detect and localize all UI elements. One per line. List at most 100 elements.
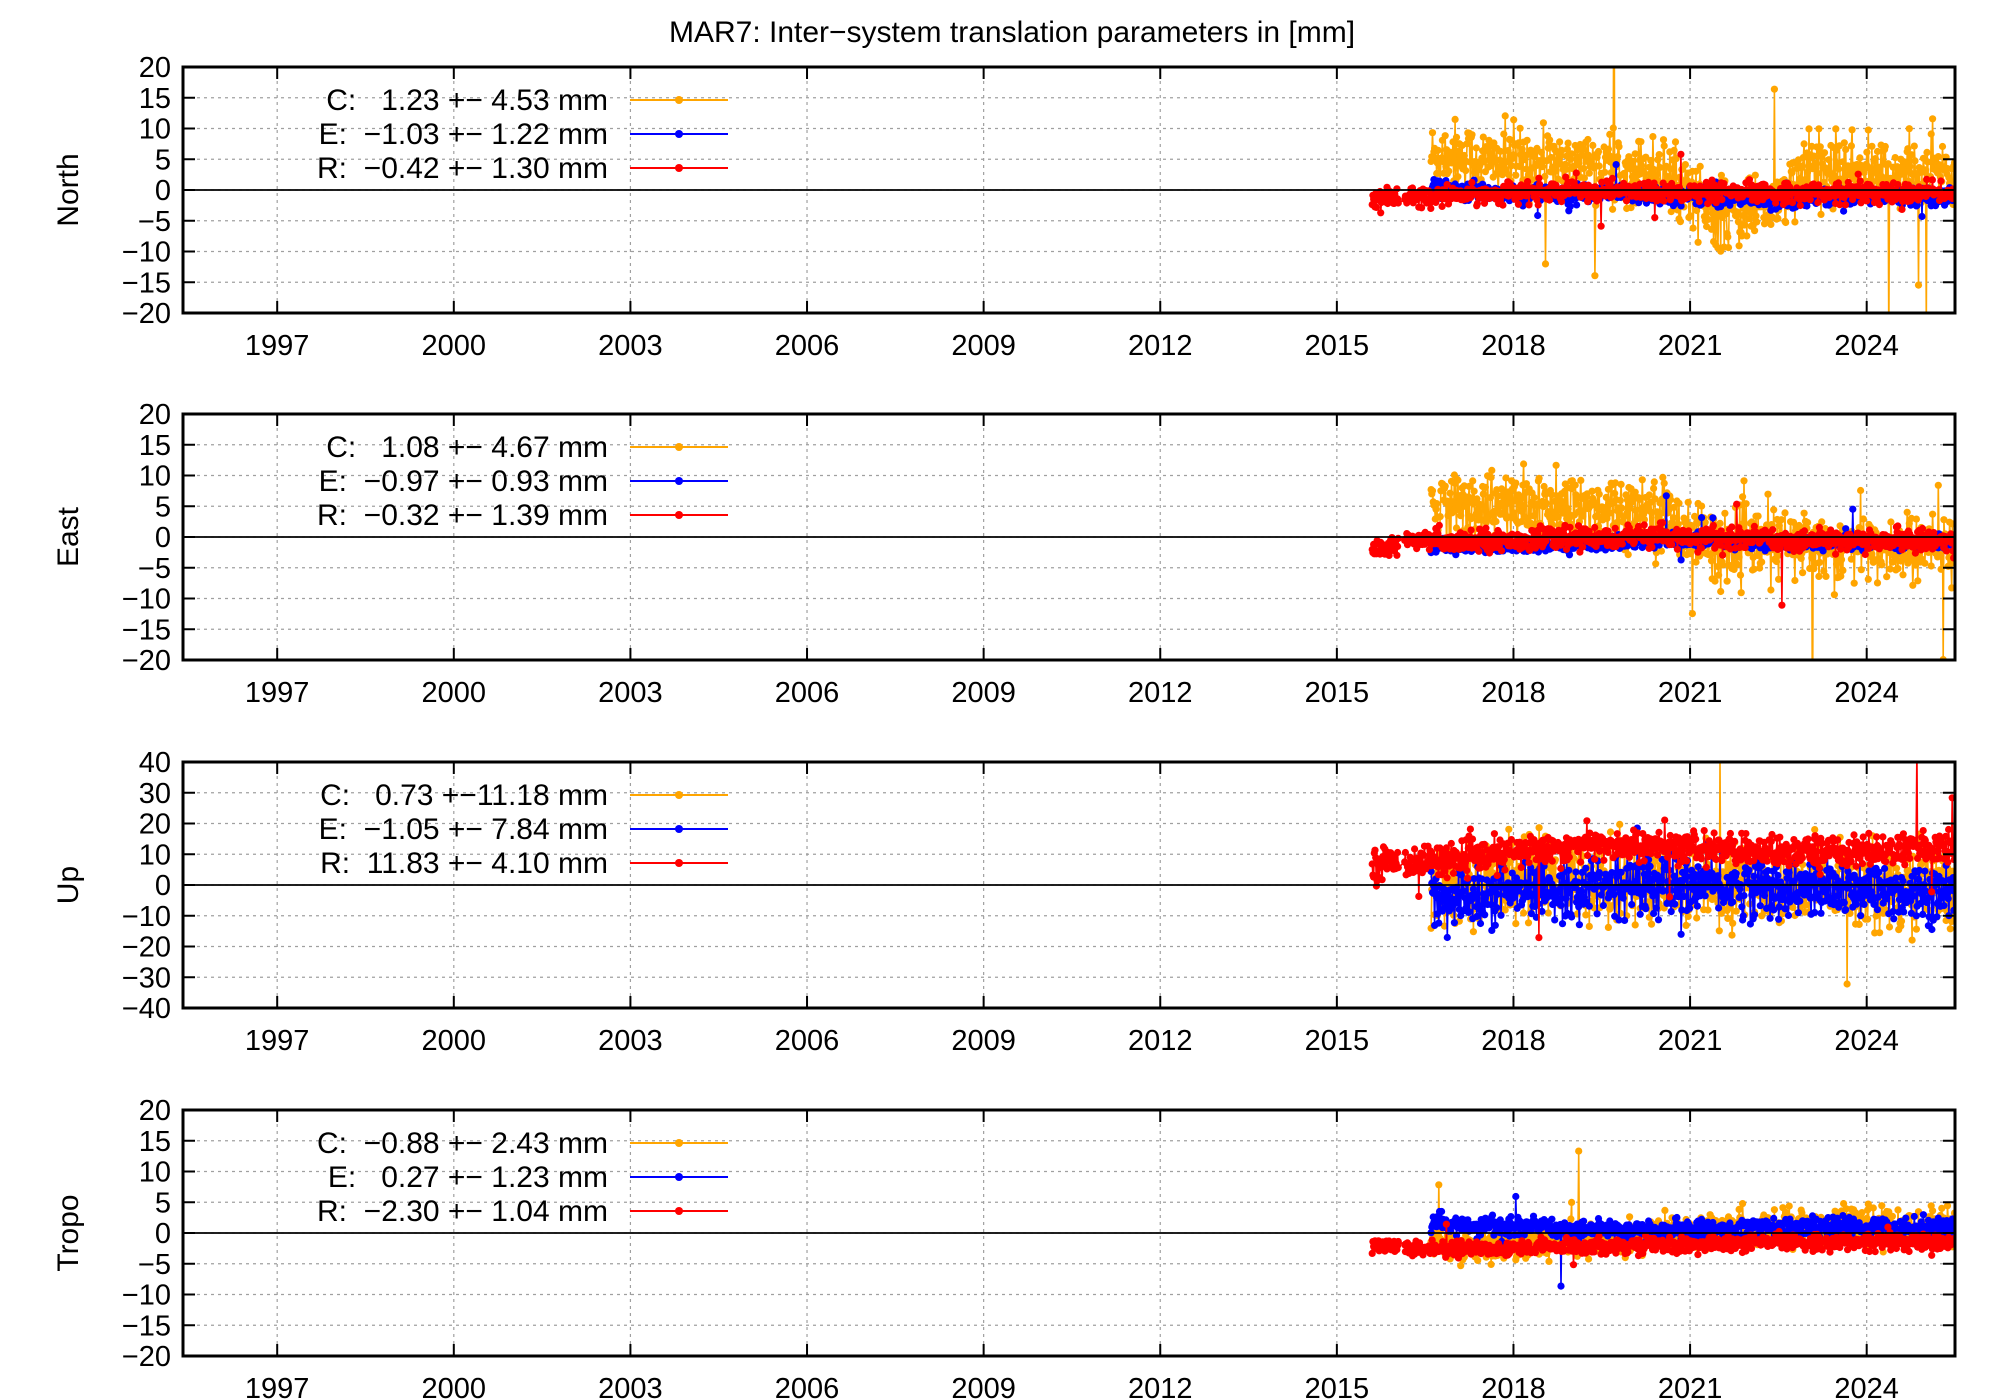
data-point-C [1825,156,1833,164]
data-point-E [1849,505,1857,513]
data-point-C [1664,173,1672,181]
data-point-C [1595,162,1603,170]
data-point-R [1744,529,1752,537]
data-point-C [1505,171,1513,179]
data-point-R [1377,209,1385,217]
data-point-C [1609,205,1617,213]
data-point-C [1782,218,1790,227]
data-point-R [1660,197,1668,205]
data-point-R [1719,551,1727,559]
data-point-C [1811,159,1819,168]
data-point-R [1634,522,1643,531]
data-point-C [1899,571,1907,579]
data-point-R [1856,177,1864,185]
data-point-C [1929,510,1937,518]
data-point-C [1910,142,1918,150]
data-point-E [1662,492,1670,500]
data-point-C [1660,142,1668,150]
data-point-C [1799,162,1807,170]
data-point-C [1447,878,1456,886]
data-point-C [1563,145,1571,153]
data-point-C [1857,486,1865,495]
data-point-C [1435,169,1443,177]
y-tick-label: 20 [139,52,171,84]
data-point-E [1573,201,1581,209]
data-point-C [1476,501,1485,509]
data-point-C [1530,153,1538,161]
data-point-C [1575,159,1583,167]
legend-label-R: R: −0.42 +− 1.30 mm [317,152,608,185]
data-point-C [1510,116,1518,124]
data-point-C [1758,558,1766,566]
data-point-C [1650,484,1658,492]
data-point-C [1886,565,1894,573]
data-point-C [1671,138,1680,146]
chart-title: MAR7: Inter−system translation parameter… [669,16,1355,49]
data-point-R [1606,181,1614,189]
data-point-C [1480,158,1488,166]
data-point-E [1842,525,1850,533]
data-point-C [1693,206,1701,215]
data-point-C [1767,586,1775,594]
y-tick-label: 15 [139,430,171,462]
data-point-C [1492,517,1500,526]
data-point-R [1497,547,1506,555]
data-point-E [1612,161,1620,169]
data-point-C [1735,242,1743,250]
data-point-C [1816,143,1824,151]
data-point-C [1842,145,1850,154]
data-point-C [1799,569,1807,577]
data-point-R [1918,524,1927,533]
data-point-C [1556,138,1564,146]
y-axis-label: North [52,153,85,226]
data-point-C [1516,124,1524,132]
data-point-C [1743,232,1751,240]
data-point-C [1864,126,1872,134]
data-point-C [1594,147,1603,156]
data-point-C [1446,148,1454,156]
data-point-C [1653,508,1661,516]
data-point-R [1525,201,1533,209]
series-group [1368,762,1955,988]
y-tick-label: 5 [155,491,171,523]
y-tick-label: −15 [122,614,171,646]
data-point-C [1620,169,1628,178]
data-point-R [1579,543,1587,551]
data-point-R [1508,530,1516,538]
data-point-R [1591,523,1599,532]
data-point-C [1830,591,1838,599]
data-point-R [1894,181,1902,189]
data-point-C [1817,210,1825,218]
data-point-R [1937,177,1945,185]
data-point-C [1809,744,1816,751]
data-point-R [1611,524,1619,532]
data-point-C [1693,519,1701,527]
data-point-R [1427,204,1435,212]
data-point-R [1854,170,1862,178]
data-point-C [1487,473,1495,481]
data-point-C [1606,509,1614,517]
data-point-C [1666,165,1675,173]
data-point-C [1573,500,1581,508]
data-point-C [1657,547,1665,555]
data-point-C [1751,171,1759,179]
data-point-R [1557,539,1566,548]
data-point-C [1548,491,1556,499]
data-point-R [1712,199,1720,207]
data-point-C [1859,515,1867,523]
data-point-C [1715,571,1723,579]
x-tick-label: 2006 [775,677,840,709]
data-point-C [1609,124,1617,132]
data-point-C [1520,501,1528,510]
data-point-C [1468,131,1476,139]
data-point-C [1645,491,1653,499]
data-point-C [1433,500,1441,508]
data-point-C [1684,498,1692,506]
data-point-R [1720,180,1728,188]
y-tick-label: 10 [139,114,171,146]
data-point-C [1839,158,1847,166]
data-point-C [1647,156,1655,165]
data-point-C [1670,146,1678,154]
data-point-C [1707,557,1716,565]
data-point-R [1836,201,1844,209]
